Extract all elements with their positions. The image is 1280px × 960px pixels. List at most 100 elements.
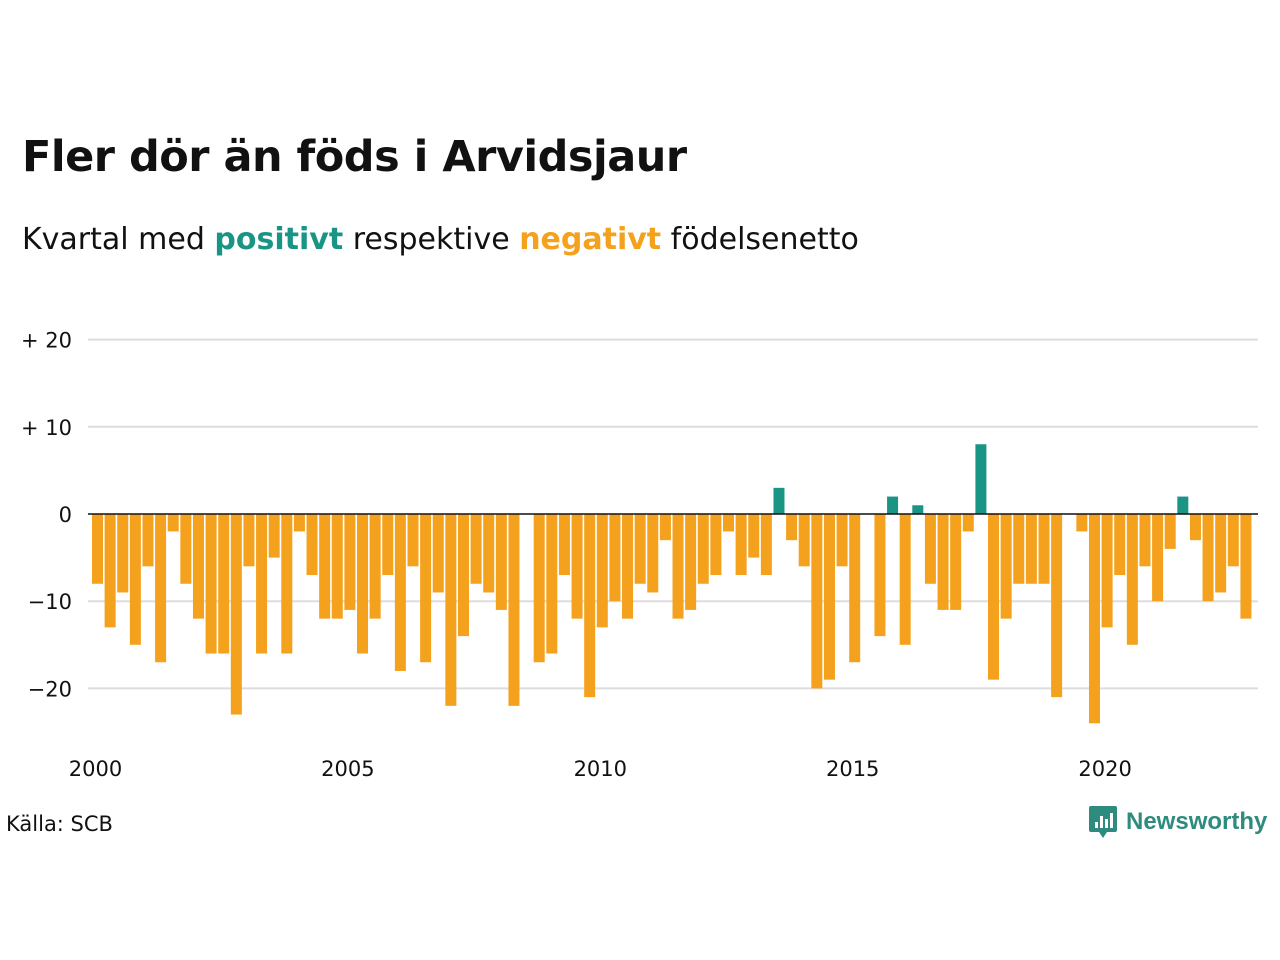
bar [1164, 514, 1176, 549]
bar [924, 514, 936, 584]
bar [256, 514, 268, 654]
bar [685, 514, 697, 610]
bar [1240, 514, 1252, 619]
bar [546, 514, 558, 654]
bar [420, 514, 432, 663]
bar [293, 514, 305, 532]
bar [558, 514, 570, 576]
bar [786, 514, 798, 541]
bar [394, 514, 406, 671]
bar [1139, 514, 1151, 567]
newsworthy-logo-icon [1089, 806, 1117, 838]
bar [155, 514, 167, 663]
bar [697, 514, 709, 584]
bar [1202, 514, 1214, 602]
bar [735, 514, 747, 576]
bar [432, 514, 444, 593]
chart-subtitle: Kvartal med positivt respektive negativt… [22, 222, 859, 257]
bar [950, 514, 962, 610]
bar [243, 514, 255, 567]
bar [218, 514, 230, 654]
bar [1051, 514, 1063, 698]
bar [672, 514, 684, 619]
bars [92, 444, 1252, 724]
bar [584, 514, 596, 698]
y-tick-label: + 20 [21, 329, 72, 353]
bar [445, 514, 457, 706]
bar [874, 514, 886, 637]
bar [849, 514, 861, 663]
bar [230, 514, 242, 715]
bar [357, 514, 369, 654]
bar [937, 514, 949, 610]
chart-title: Fler dör än föds i Arvidsjaur [22, 132, 687, 182]
bar [1227, 514, 1239, 567]
bar [205, 514, 217, 654]
bar-chart: + 20 + 10 0 −10 −20 2000 2005 2010 2015 2020 [21, 329, 1258, 781]
bar [117, 514, 129, 593]
bar [836, 514, 848, 567]
bar [129, 514, 141, 645]
bar [1101, 514, 1113, 628]
bar [1088, 514, 1100, 724]
brand-name: Newsworthy [1126, 808, 1268, 835]
bar [609, 514, 621, 602]
bar [596, 514, 608, 628]
bar [1025, 514, 1037, 584]
bar [331, 514, 343, 619]
bar [533, 514, 545, 663]
bar [483, 514, 495, 593]
x-tick-label: 2015 [826, 757, 879, 781]
bar [142, 514, 154, 567]
y-tick-label: −10 [28, 590, 72, 614]
bar [180, 514, 192, 584]
bar [382, 514, 394, 576]
bar [192, 514, 204, 619]
bar [1177, 496, 1189, 514]
bar [470, 514, 482, 584]
bar [268, 514, 280, 558]
bar [92, 514, 103, 584]
bar [1038, 514, 1050, 584]
bar [659, 514, 671, 541]
subtitle-prefix: Kvartal med [22, 222, 215, 257]
bar [1114, 514, 1126, 576]
x-tick-label: 2020 [1078, 757, 1131, 781]
bar [1152, 514, 1164, 602]
subtitle-negative: negativt [519, 222, 662, 257]
bar [723, 514, 734, 532]
bar [647, 514, 659, 593]
bar [912, 505, 924, 514]
source-note: Källa: SCB [6, 812, 113, 836]
bar [823, 514, 835, 680]
bar [369, 514, 381, 619]
bar [457, 514, 469, 637]
bar [710, 514, 722, 576]
bar [887, 496, 899, 514]
bar [319, 514, 331, 619]
bar [634, 514, 646, 584]
bar [1189, 514, 1201, 541]
bar [571, 514, 583, 619]
bar [508, 514, 520, 706]
bar [1076, 514, 1088, 532]
bar [975, 444, 987, 514]
bar [104, 514, 116, 628]
subtitle-middle: respektive [343, 222, 520, 257]
bar [748, 514, 760, 558]
newsworthy-logo: Newsworthy [1088, 804, 1267, 840]
x-tick-label: 2010 [574, 757, 627, 781]
bar [344, 514, 356, 610]
bar [1126, 514, 1138, 645]
bar [798, 514, 810, 567]
x-tick-label: 2005 [321, 757, 374, 781]
bar [1215, 514, 1227, 593]
bar [962, 514, 974, 532]
x-tick-label: 2000 [69, 757, 122, 781]
y-tick-label: + 10 [21, 416, 72, 440]
bar [988, 514, 1000, 680]
subtitle-suffix: födelsenetto [661, 222, 859, 257]
bar [1013, 514, 1025, 584]
bar [622, 514, 634, 619]
subtitle-positive: positivt [214, 222, 344, 257]
